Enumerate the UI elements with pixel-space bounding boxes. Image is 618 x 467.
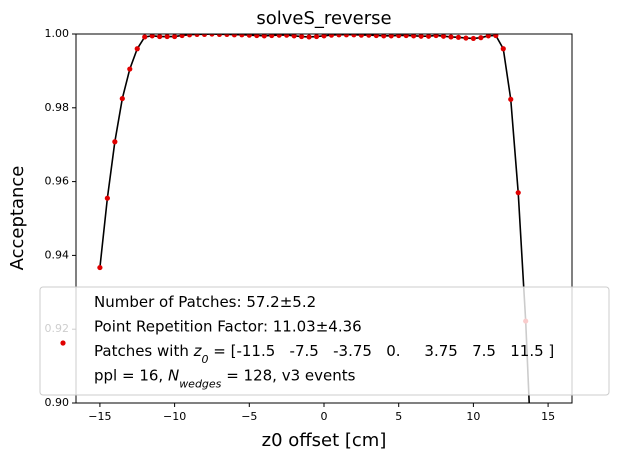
legend-text: ppl = 16, bbox=[94, 367, 168, 385]
x-tick-label: 10 bbox=[466, 410, 480, 423]
data-point bbox=[291, 34, 297, 39]
data-point bbox=[179, 34, 185, 39]
data-point bbox=[142, 34, 148, 40]
data-point bbox=[216, 34, 223, 37]
x-tick-label: 0 bbox=[321, 410, 328, 423]
legend-label: Patches with z0 = [-11.5 -7.5 -3.75 0. 3… bbox=[94, 342, 554, 366]
y-tick-label: 0.90 bbox=[45, 396, 70, 409]
data-point bbox=[172, 34, 178, 40]
chart-title: solveS_reverse bbox=[256, 8, 391, 29]
y-axis-label: Acceptance bbox=[7, 166, 28, 271]
x-axis-label: z0 offset [cm] bbox=[262, 430, 387, 451]
legend-marker bbox=[60, 340, 66, 346]
legend-text: Number of Patches: 57.2±5.2 bbox=[94, 293, 316, 311]
y-tick-label: 0.94 bbox=[45, 248, 70, 261]
plot-area bbox=[97, 34, 531, 403]
legend-text: = [-11.5 -7.5 -3.75 0. 3.75 7.5 11.5 ] bbox=[208, 342, 554, 360]
x-tick-label: −10 bbox=[163, 410, 186, 423]
legend-label: ppl = 16, Nwedges = 128, v3 events bbox=[94, 367, 356, 391]
data-point bbox=[440, 34, 447, 39]
x-tick-label: −15 bbox=[88, 410, 111, 423]
data-point bbox=[500, 46, 506, 52]
data-point bbox=[411, 34, 417, 39]
legend-text: z bbox=[193, 342, 203, 360]
data-point bbox=[515, 190, 521, 196]
data-point bbox=[104, 195, 110, 201]
data-point bbox=[508, 96, 514, 102]
data-point bbox=[485, 34, 491, 39]
data-point bbox=[254, 34, 260, 39]
data-point bbox=[351, 34, 357, 38]
y-tick-label: 0.98 bbox=[45, 101, 70, 114]
data-point bbox=[231, 34, 237, 38]
data-point bbox=[455, 34, 462, 40]
y-tick-label: 0.96 bbox=[45, 175, 70, 188]
data-point bbox=[321, 34, 327, 39]
legend-text: N bbox=[168, 367, 179, 385]
data-point bbox=[298, 34, 305, 40]
legend-text: = 128, v3 events bbox=[221, 367, 355, 385]
data-point bbox=[269, 34, 275, 39]
data-point bbox=[463, 35, 469, 41]
data-point bbox=[306, 34, 312, 40]
x-tick-label: 5 bbox=[395, 410, 402, 423]
x-tick-label: 15 bbox=[541, 410, 555, 423]
data-point bbox=[127, 66, 133, 72]
data-point bbox=[493, 34, 499, 39]
data-point bbox=[209, 34, 215, 37]
data-point bbox=[239, 34, 245, 38]
data-point bbox=[358, 34, 364, 38]
data-point bbox=[366, 34, 372, 38]
data-point bbox=[418, 34, 424, 39]
plot-frame bbox=[75, 33, 573, 404]
data-point bbox=[112, 139, 118, 145]
data-point bbox=[373, 34, 379, 39]
data-point bbox=[149, 34, 155, 39]
y-tick-label: 1.00 bbox=[45, 27, 70, 40]
data-point bbox=[478, 35, 484, 41]
data-point bbox=[448, 34, 454, 40]
legend-label: Point Repetition Factor: 11.03±4.36 bbox=[94, 318, 362, 336]
data-point bbox=[403, 34, 409, 39]
data-point bbox=[381, 34, 387, 39]
data-point bbox=[328, 34, 335, 38]
data-point bbox=[97, 264, 103, 271]
data-point bbox=[134, 46, 140, 52]
legend-box bbox=[39, 286, 610, 396]
data-point bbox=[336, 34, 342, 38]
legend-text: wedges bbox=[179, 377, 221, 390]
data-point bbox=[470, 35, 476, 42]
data-point bbox=[433, 34, 439, 39]
data-point bbox=[119, 95, 125, 102]
data-point bbox=[201, 34, 208, 37]
legend-label: Number of Patches: 57.2±5.2 bbox=[94, 293, 316, 311]
x-tick-label: −5 bbox=[241, 410, 257, 423]
data-point bbox=[164, 34, 170, 40]
data-point bbox=[388, 34, 394, 39]
data-point bbox=[313, 34, 320, 40]
data-point bbox=[186, 34, 193, 38]
data-point bbox=[284, 34, 290, 38]
data-point bbox=[343, 34, 350, 38]
data-point bbox=[157, 34, 163, 40]
data-point bbox=[261, 34, 267, 39]
legend-text: Point Repetition Factor: 11.03±4.36 bbox=[94, 318, 362, 336]
data-point bbox=[425, 34, 432, 39]
data-point bbox=[276, 34, 282, 38]
data-point bbox=[246, 34, 252, 38]
data-point bbox=[396, 34, 402, 39]
data-point bbox=[224, 34, 230, 37]
legend-text: 0 bbox=[201, 353, 208, 366]
legend-text: Patches with bbox=[94, 342, 194, 360]
data-point bbox=[194, 34, 200, 37]
